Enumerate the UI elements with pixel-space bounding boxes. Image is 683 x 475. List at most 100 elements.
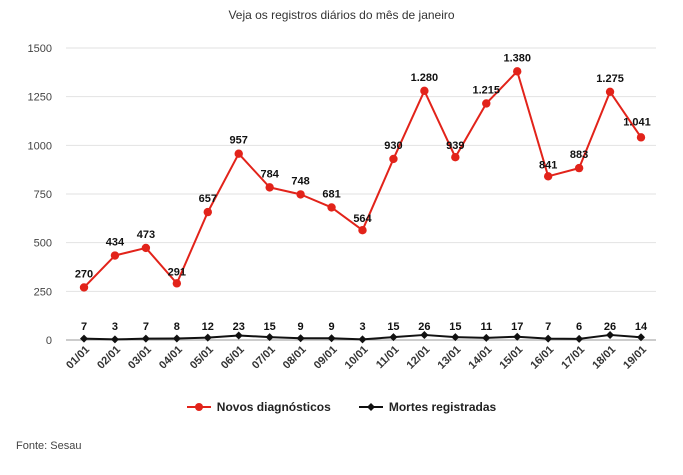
point-novos: [358, 226, 367, 235]
data-label-mortes: 9: [328, 321, 334, 333]
point-mortes: [203, 333, 212, 342]
data-label-mortes: 8: [174, 321, 180, 333]
point-novos: [482, 99, 491, 108]
point-mortes: [80, 334, 88, 343]
data-label-novos: 564: [353, 213, 372, 225]
point-mortes: [544, 334, 553, 343]
point-mortes: [420, 330, 429, 339]
point-novos: [141, 243, 151, 253]
x-tick-label: 13/01: [436, 344, 464, 372]
point-novos: [234, 149, 243, 158]
data-label-mortes: 7: [81, 321, 87, 333]
y-tick-label: 250: [34, 286, 52, 298]
point-mortes: [637, 333, 645, 342]
data-label-novos: 291: [168, 266, 186, 278]
x-tick-label: 05/01: [188, 344, 216, 372]
point-novos: [420, 86, 429, 96]
x-tick-label: 17/01: [559, 344, 587, 372]
data-label-novos: 473: [137, 229, 155, 241]
y-tick-label: 1250: [28, 92, 52, 104]
point-mortes: [327, 334, 336, 343]
y-tick-label: 500: [34, 238, 52, 250]
x-tick-label: 04/01: [157, 344, 185, 372]
data-label-mortes: 15: [264, 321, 276, 333]
data-label-mortes: 23: [233, 321, 245, 333]
data-label-novos: 784: [260, 168, 279, 180]
point-mortes: [389, 333, 398, 342]
data-label-mortes: 26: [418, 321, 430, 333]
point-mortes: [172, 334, 181, 343]
x-tick-label: 03/01: [126, 344, 154, 372]
data-label-mortes: 14: [635, 321, 648, 333]
data-label-mortes: 3: [112, 321, 118, 333]
data-label-novos: 1.380: [503, 52, 531, 64]
point-novos: [574, 163, 584, 173]
point-mortes: [606, 330, 615, 339]
x-tick-label: 16/01: [528, 344, 556, 372]
point-novos: [203, 207, 212, 217]
data-label-mortes: 9: [298, 321, 304, 333]
point-mortes: [141, 334, 150, 343]
data-label-mortes: 3: [359, 321, 365, 333]
y-tick-label: 750: [34, 189, 52, 201]
source-note: Fonte: Sesau: [16, 440, 82, 452]
legend-swatch-mortes: [358, 403, 383, 411]
point-novos: [543, 172, 553, 181]
point-mortes: [575, 334, 584, 343]
point-mortes: [110, 335, 119, 344]
legend-item-mortes[interactable]: Mortes registradas: [358, 400, 497, 414]
x-tick-label: 01/01: [64, 344, 92, 372]
data-label-novos: 957: [230, 135, 248, 147]
x-tick-label: 07/01: [250, 344, 278, 372]
point-novos: [296, 190, 305, 199]
data-label-mortes: 6: [576, 321, 582, 333]
data-label-novos: 748: [291, 175, 309, 187]
y-tick-label: 1500: [28, 43, 52, 55]
point-novos: [110, 251, 120, 260]
point-novos: [451, 153, 460, 162]
point-mortes: [265, 333, 274, 342]
data-label-mortes: 15: [449, 321, 461, 333]
data-label-novos: 1.275: [596, 73, 624, 85]
series-line-novos: [83, 70, 642, 289]
legend: Novos diagnósticos Mortes registradas: [0, 400, 683, 414]
data-label-mortes: 15: [387, 321, 399, 333]
data-label-mortes: 17: [511, 321, 523, 333]
data-label-mortes: 12: [202, 321, 214, 333]
point-novos: [79, 283, 89, 292]
data-label-mortes: 7: [545, 321, 551, 333]
point-mortes: [513, 332, 522, 341]
data-label-novos: 1.041: [623, 116, 651, 128]
point-mortes: [234, 331, 243, 340]
data-label-novos: 841: [539, 159, 557, 171]
legend-item-novos[interactable]: Novos diagnósticos: [186, 400, 331, 414]
data-label-mortes: 26: [604, 321, 616, 333]
data-label-mortes: 7: [143, 321, 149, 333]
data-label-novos: 930: [384, 140, 402, 152]
x-tick-label: 14/01: [466, 344, 494, 372]
legend-label-mortes: Mortes registradas: [388, 400, 497, 414]
x-tick-label: 02/01: [95, 344, 123, 372]
x-tick-label: 06/01: [219, 344, 247, 372]
point-novos: [605, 87, 615, 97]
x-tick-label: 08/01: [281, 344, 309, 372]
data-label-mortes: 11: [480, 321, 492, 333]
point-novos: [513, 67, 522, 76]
point-novos: [327, 203, 336, 212]
point-mortes: [451, 333, 460, 342]
data-label-novos: 657: [199, 193, 217, 205]
point-mortes: [358, 335, 367, 344]
x-tick-label: 10/01: [343, 344, 371, 372]
x-tick-label: 12/01: [405, 344, 433, 372]
data-label-novos: 883: [570, 149, 588, 161]
x-tick-label: 15/01: [497, 344, 525, 372]
point-novos: [172, 279, 182, 288]
point-mortes: [296, 334, 305, 343]
data-label-novos: 939: [446, 140, 464, 152]
x-tick-label: 09/01: [312, 344, 340, 372]
y-tick-label: 1000: [28, 140, 52, 152]
line-chart: 0 250 500 750 1000 1250 1500 01/01 02/01 03/01 04/…: [28, 43, 656, 372]
data-label-novos: 1.215: [473, 84, 501, 96]
data-label-novos: 681: [322, 188, 340, 200]
data-label-novos: 1.280: [411, 72, 439, 84]
